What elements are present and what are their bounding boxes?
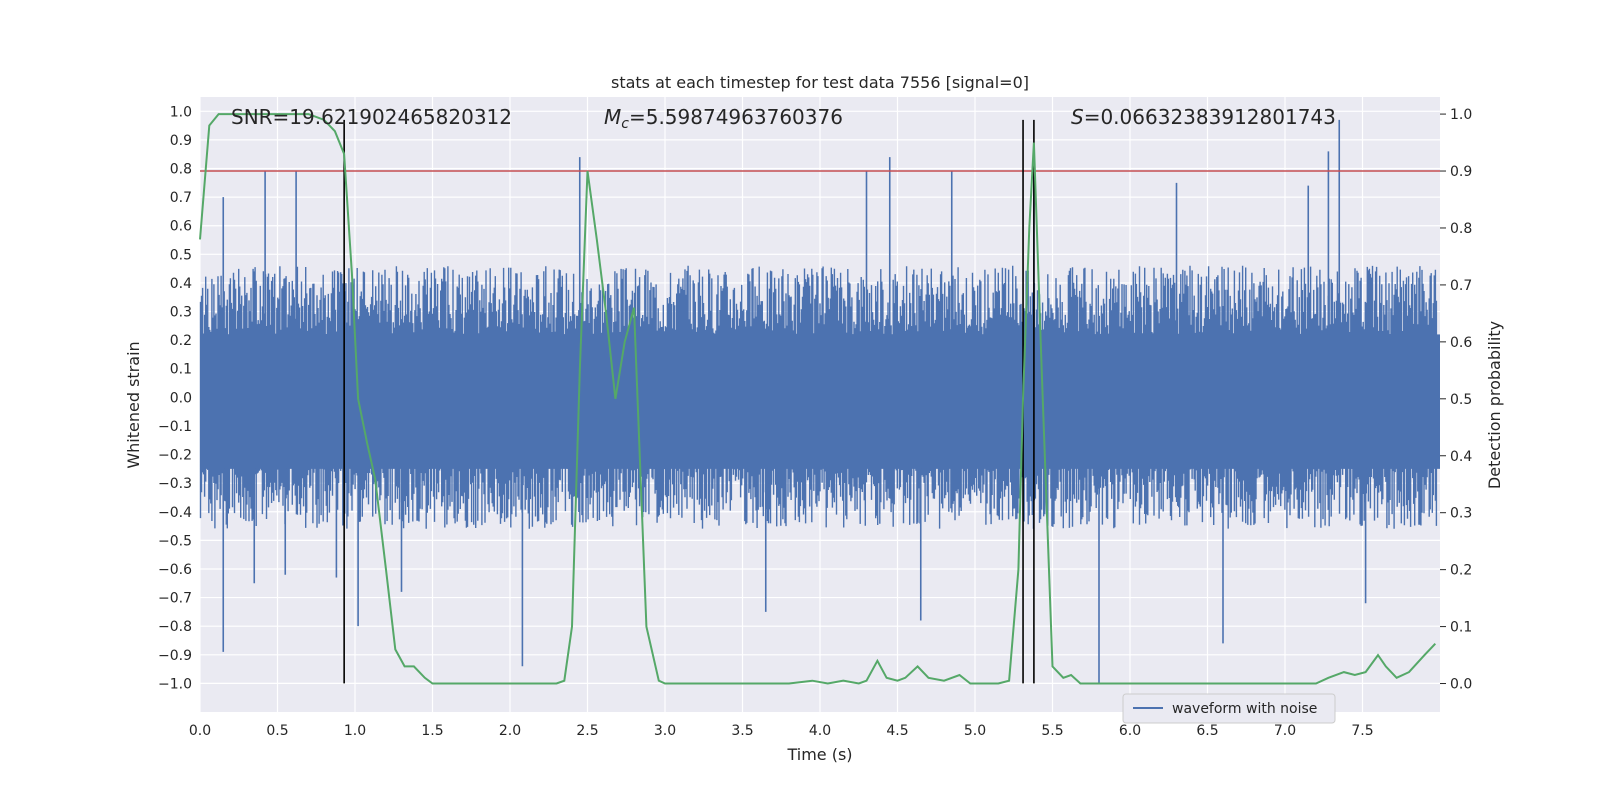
y-right-tick-label: 0.1 <box>1450 620 1472 636</box>
x-tick-label: 4.0 <box>809 723 831 739</box>
y-left-tick-label: 0.6 <box>170 219 192 235</box>
y-right-tick-label: 0.6 <box>1450 335 1472 351</box>
y-right-axis-label: Detection probability <box>1485 321 1504 489</box>
y-right-tick-label: 0.0 <box>1450 677 1472 693</box>
y-left-tick-label: −1.0 <box>158 676 192 692</box>
y-left-tick-label: 0.4 <box>170 276 192 292</box>
strain-series <box>199 119 1440 684</box>
chirp-mass-annotation: Mc=5.59874963760376 <box>604 105 843 132</box>
chirp-mass-value: =5.59874963760376 <box>629 105 843 129</box>
y-left-tick-label: 1.0 <box>170 104 192 120</box>
x-tick-label: 5.0 <box>964 723 986 739</box>
x-tick-label: 2.0 <box>499 723 521 739</box>
x-axis-ticks: 0.0 0.5 1.0 1.5 2.0 2.5 3.0 3.5 4.0 4.5 5.0 5.5 6.0 6… <box>189 723 1374 739</box>
y-right-tick-label: 0.8 <box>1450 221 1472 237</box>
y-right-tick-label: 0.2 <box>1450 563 1472 579</box>
snr-annotation: SNR=19.621902465820312 <box>231 105 512 129</box>
x-tick-label: 3.5 <box>731 723 753 739</box>
y-left-tick-label: 0.5 <box>170 247 192 263</box>
y-left-tick-label: 0.9 <box>170 133 192 149</box>
y-left-tick-label: 0.0 <box>170 390 192 406</box>
y-left-tick-label: −0.4 <box>158 505 192 521</box>
x-tick-label: 5.5 <box>1041 723 1063 739</box>
chart-title: stats at each timestep for test data 755… <box>611 73 1029 92</box>
x-tick-label: 7.0 <box>1274 723 1296 739</box>
y-left-tick-label: −0.9 <box>158 648 192 664</box>
y-left-tick-label: 0.8 <box>170 162 192 178</box>
x-tick-label: 1.5 <box>421 723 443 739</box>
probability-series <box>199 113 1437 685</box>
y-left-tick-label: −0.7 <box>158 591 192 607</box>
legend-entry: waveform with noise <box>1172 701 1317 717</box>
y-right-tick-label: 0.5 <box>1450 392 1472 408</box>
x-tick-label: 3.0 <box>654 723 676 739</box>
s-symbol: S <box>1071 105 1084 129</box>
y-left-tick-label: −0.2 <box>158 448 192 464</box>
y-right-tick-label: 0.7 <box>1450 278 1472 294</box>
x-axis-label: Time (s) <box>786 745 852 764</box>
y-left-tick-label: −0.5 <box>158 533 192 549</box>
x-tick-label: 1.0 <box>344 723 366 739</box>
legend: waveform with noise <box>1122 693 1336 724</box>
y-left-tick-label: −0.8 <box>158 619 192 635</box>
y-left-tick-label: −0.6 <box>158 562 192 578</box>
x-tick-label: 7.5 <box>1351 723 1373 739</box>
y-right-tick-label: 0.4 <box>1450 449 1472 465</box>
x-tick-label: 2.5 <box>576 723 598 739</box>
y-left-tick-label: 0.1 <box>170 362 192 378</box>
strain-core-band <box>200 334 1440 469</box>
s-value: =0.06632383912801743 <box>1084 105 1336 129</box>
y-right-tick-label: 0.9 <box>1450 164 1472 180</box>
y-right-tick-label: 0.3 <box>1450 506 1472 522</box>
y-left-tick-label: 0.3 <box>170 305 192 321</box>
chirp-mass-symbol: M <box>604 105 621 129</box>
x-tick-label: 0.5 <box>266 723 288 739</box>
chirp-mass-subscript: c <box>621 116 629 132</box>
y-left-tick-label: −0.1 <box>158 419 192 435</box>
y-left-tick-label: −0.3 <box>158 476 192 492</box>
probability-line <box>199 113 1437 685</box>
x-tick-label: 6.0 <box>1119 723 1141 739</box>
x-tick-label: 4.5 <box>886 723 908 739</box>
y-left-axis-label: Whitened strain <box>124 341 143 468</box>
x-tick-label: 6.5 <box>1196 723 1218 739</box>
x-tick-label: 0.0 <box>189 723 211 739</box>
y-left-axis-ticks: −1.0 −0.9 −0.8 −0.7 −0.6 −0.5 −0.4 −0.3 −0.2 −0.1… <box>158 104 192 692</box>
y-right-tick-label: 1.0 <box>1450 107 1472 123</box>
s-annotation: S=0.06632383912801743 <box>1071 105 1336 129</box>
y-left-tick-label: 0.2 <box>170 333 192 349</box>
y-right-axis-ticks: 0.0 0.1 0.2 0.3 0.4 0.5 0.6 0.7 0.8 0.9 1.0 <box>1440 107 1472 693</box>
legend-box <box>1122 693 1336 724</box>
y-left-tick-label: 0.7 <box>170 190 192 206</box>
